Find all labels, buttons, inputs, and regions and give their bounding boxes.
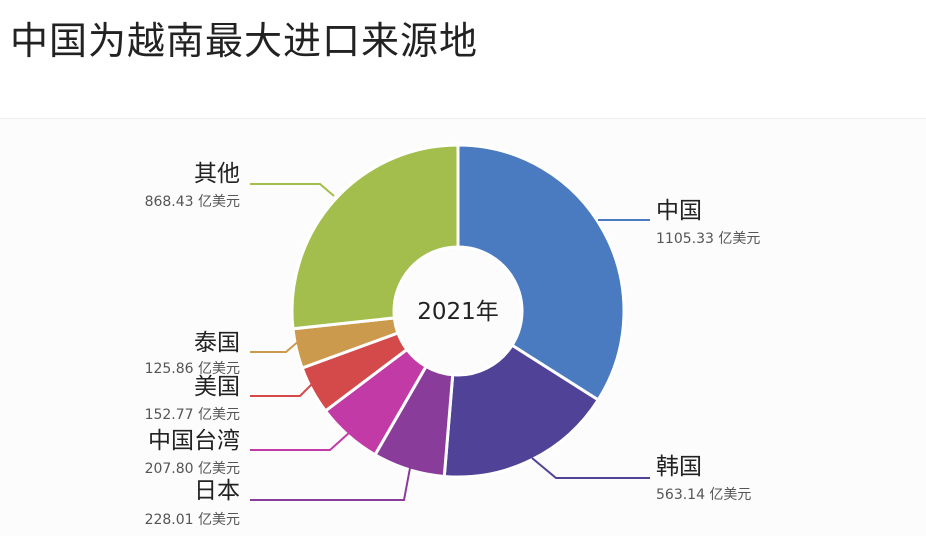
slice-value-5: 152.77 亿美元 [145,407,240,423]
slice-label-2: 韩国 [656,454,702,480]
donut-slice-2 [442,343,601,479]
slice-label-3: 日本 [194,478,240,504]
leader-line-7 [250,183,335,197]
leader-line-3 [250,467,411,501]
leader-line-2 [531,457,650,479]
slice-value-2: 563.14 亿美元 [656,487,751,503]
slice-value-4: 207.80 亿美元 [145,461,240,477]
donut-slice-1 [456,143,626,402]
slice-label-7: 其他 [194,161,240,187]
slice-label-4: 中国台湾 [148,428,240,454]
leader-line-5 [250,379,317,397]
slice-value-7: 868.43 亿美元 [145,194,240,210]
center-label: 2021年 [417,299,499,325]
slice-label-1: 中国 [656,198,702,224]
slice-value-3: 228.01 亿美元 [145,512,240,528]
slice-label-5: 美国 [194,374,240,400]
leader-line-6 [250,339,301,353]
leader-line-4 [250,431,351,451]
slice-label-6: 泰国 [194,330,240,356]
slice-value-1: 1105.33 亿美元 [656,231,760,247]
page-title: 中国为越南最大进口来源地 [10,19,479,63]
donut-slice-7 [290,143,460,331]
slice-value-6: 125.86 亿美元 [145,361,240,377]
